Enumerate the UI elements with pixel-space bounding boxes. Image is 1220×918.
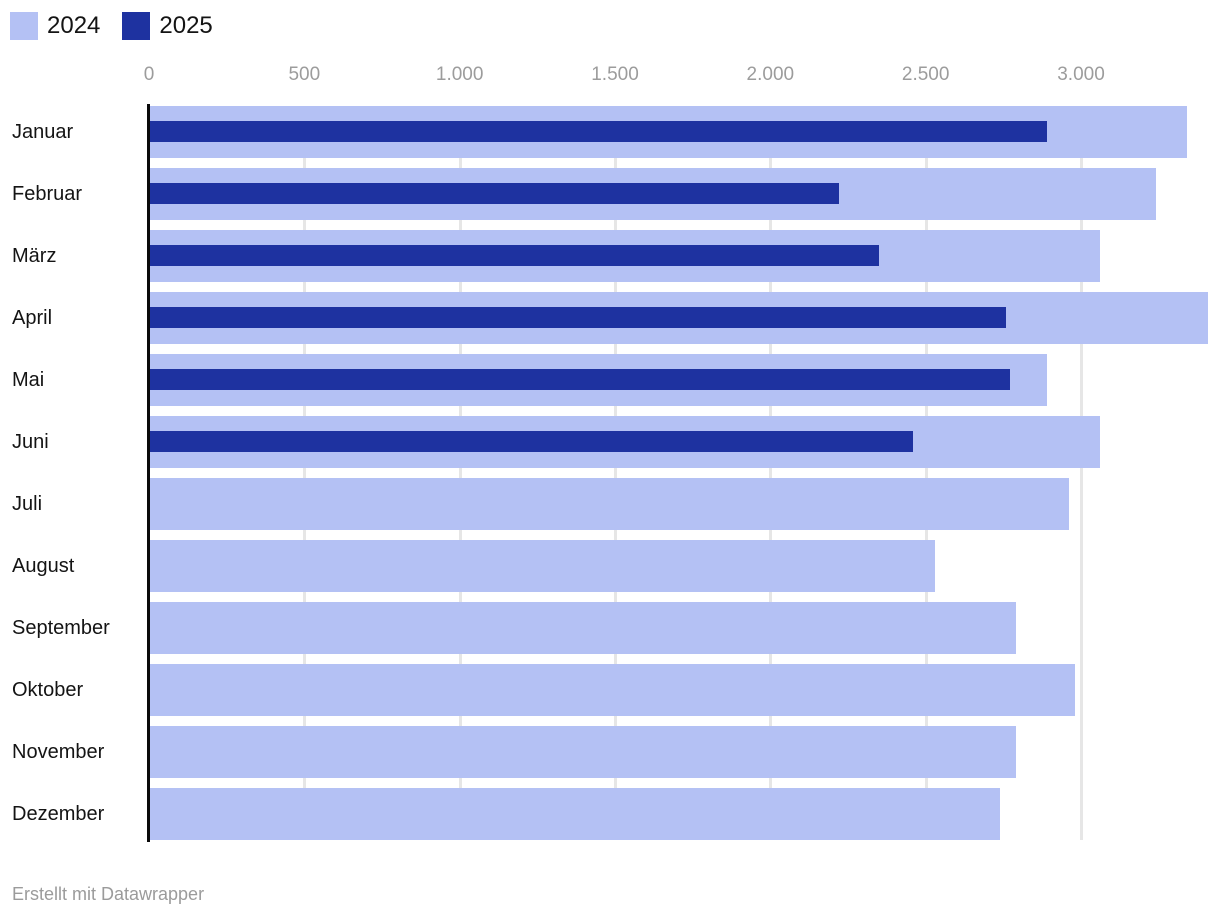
bar-row-märz: März (0, 230, 1220, 282)
x-axis-tick-label: 500 (288, 64, 321, 85)
legend-item-2024: 2024 (10, 12, 100, 40)
bar-row-september: September (0, 602, 1220, 654)
bar-row-mai: Mai (0, 354, 1220, 406)
category-label: Juli (12, 493, 43, 515)
x-axis-tick-label: 0 (143, 64, 155, 85)
bar-row-dezember: Dezember (0, 788, 1220, 840)
category-label: Dezember (12, 803, 105, 825)
bar-2025-februar (149, 183, 839, 204)
bar-row-april: April (0, 292, 1220, 344)
category-label: Mai (12, 369, 45, 391)
category-label: November (12, 741, 105, 763)
plot-area: Januar Februar März April Mai Juni Juli August S… (0, 104, 1220, 842)
x-axis-tick-label: 2.000 (746, 64, 795, 85)
zero-baseline (147, 104, 150, 842)
legend: 2024 2025 (10, 12, 213, 40)
category-label: September (12, 617, 110, 639)
category-label: Oktober (12, 679, 84, 701)
gridline (924, 106, 928, 840)
bar-2024-november (149, 726, 1016, 778)
gridline (614, 106, 617, 840)
bar-row-januar: Januar (0, 106, 1220, 158)
bar-2025-april (149, 307, 1007, 328)
bar-row-august: August (0, 540, 1220, 592)
bar-2024-august (149, 540, 935, 592)
x-axis: 0 500 1.000 1.500 2.000 2.500 3.000 (0, 64, 1220, 90)
bar-2025-mai (149, 369, 1010, 390)
gridline (458, 106, 462, 840)
legend-label: 2025 (159, 12, 213, 39)
bar-2024-september (149, 602, 1016, 654)
legend-item-2025: 2025 (122, 12, 213, 40)
legend-swatch-icon (10, 12, 38, 40)
bar-2024-dezember (149, 788, 1001, 840)
bar-2024-juli (149, 478, 1069, 530)
category-label: Februar (12, 183, 83, 205)
bar-2025-januar (149, 121, 1047, 142)
bar-row-juni: Juni (0, 416, 1220, 468)
bar-2024-oktober (149, 664, 1075, 716)
category-label: Januar (12, 121, 74, 143)
gridline (1080, 106, 1083, 840)
datawrapper-attribution-link[interactable]: Erstellt mit Datawrapper (12, 884, 205, 904)
gridline (769, 106, 773, 840)
x-axis-tick-label: 3.000 (1057, 64, 1105, 85)
category-label: Juni (12, 431, 49, 453)
x-axis-tick-label: 2.500 (901, 64, 950, 85)
legend-label: 2024 (47, 12, 101, 39)
category-label: April (12, 307, 53, 329)
x-axis-tick-label: 1.000 (435, 64, 484, 85)
legend-swatch-icon (122, 12, 151, 40)
bar-row-februar: Februar (0, 168, 1220, 220)
bar-2025-juni (149, 431, 914, 452)
x-axis-tick-label: 1.500 (591, 64, 639, 85)
category-label: März (12, 245, 57, 267)
bar-2025-märz (149, 245, 880, 266)
gridline (303, 106, 307, 840)
bar-row-oktober: Oktober (0, 664, 1220, 716)
category-label: August (12, 555, 75, 577)
bar-row-november: November (0, 726, 1220, 778)
bar-row-juli: Juli (0, 478, 1220, 530)
